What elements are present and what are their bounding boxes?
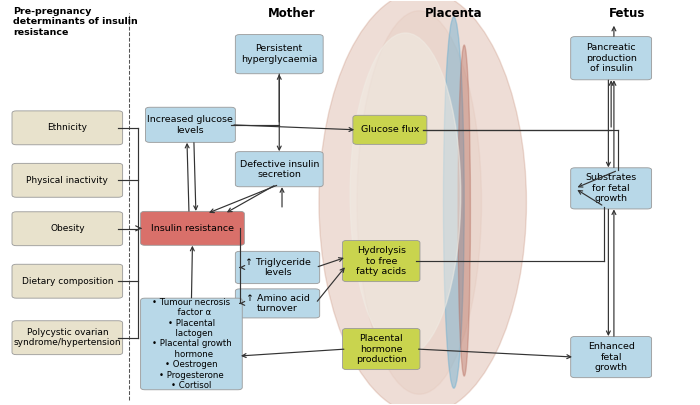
FancyBboxPatch shape xyxy=(570,337,652,378)
FancyBboxPatch shape xyxy=(141,211,244,245)
Text: Persistent
hyperglycaemia: Persistent hyperglycaemia xyxy=(241,45,317,64)
FancyBboxPatch shape xyxy=(141,298,242,390)
Text: Ethnicity: Ethnicity xyxy=(48,124,88,132)
Text: Physical inactivity: Physical inactivity xyxy=(27,176,108,185)
FancyBboxPatch shape xyxy=(12,321,122,355)
FancyBboxPatch shape xyxy=(235,151,323,187)
Text: Dietary composition: Dietary composition xyxy=(22,277,113,286)
Ellipse shape xyxy=(357,11,482,394)
Text: Substrates
for fetal
growth: Substrates for fetal growth xyxy=(585,173,637,203)
FancyBboxPatch shape xyxy=(12,163,122,197)
Ellipse shape xyxy=(444,17,464,388)
Text: Insulin resistance: Insulin resistance xyxy=(151,224,234,233)
FancyBboxPatch shape xyxy=(235,34,323,74)
Text: Hydrolysis
to free
fatty acids: Hydrolysis to free fatty acids xyxy=(356,246,406,276)
FancyBboxPatch shape xyxy=(342,328,420,370)
Ellipse shape xyxy=(350,33,461,356)
FancyBboxPatch shape xyxy=(342,241,420,281)
FancyBboxPatch shape xyxy=(570,36,652,80)
FancyBboxPatch shape xyxy=(235,289,320,318)
FancyBboxPatch shape xyxy=(570,168,652,209)
Text: • Tumour necrosis
  factor α
• Placental
  lactogen
• Placental growth
  hormone: • Tumour necrosis factor α • Placental l… xyxy=(152,298,231,390)
Text: ↑ Triglyceride
levels: ↑ Triglyceride levels xyxy=(244,258,311,277)
Text: Mother: Mother xyxy=(267,7,315,20)
Text: Increased glucose
levels: Increased glucose levels xyxy=(148,115,233,134)
FancyBboxPatch shape xyxy=(12,212,122,246)
Text: Defective insulin
secretion: Defective insulin secretion xyxy=(239,160,319,179)
Text: Pancreatic
production
of insulin: Pancreatic production of insulin xyxy=(586,43,636,73)
Text: Placental
hormone
production: Placental hormone production xyxy=(356,334,407,364)
FancyBboxPatch shape xyxy=(353,115,427,144)
Text: Obesity: Obesity xyxy=(50,224,85,233)
FancyBboxPatch shape xyxy=(146,107,235,143)
Ellipse shape xyxy=(319,0,526,405)
Text: Glucose flux: Glucose flux xyxy=(360,126,419,134)
Text: Enhanced
fetal
growth: Enhanced fetal growth xyxy=(588,342,635,372)
Text: Pre-pregnancy
determinants of insulin
resistance: Pre-pregnancy determinants of insulin re… xyxy=(13,7,138,36)
FancyBboxPatch shape xyxy=(12,264,122,298)
Text: Placenta: Placenta xyxy=(425,7,483,20)
Text: Fetus: Fetus xyxy=(608,7,645,20)
Text: Polycystic ovarian
syndrome/hypertension: Polycystic ovarian syndrome/hypertension xyxy=(13,328,121,347)
FancyBboxPatch shape xyxy=(235,252,320,284)
FancyBboxPatch shape xyxy=(12,111,122,145)
Ellipse shape xyxy=(458,45,470,376)
Text: ↑ Amino acid
turnover: ↑ Amino acid turnover xyxy=(246,294,309,313)
